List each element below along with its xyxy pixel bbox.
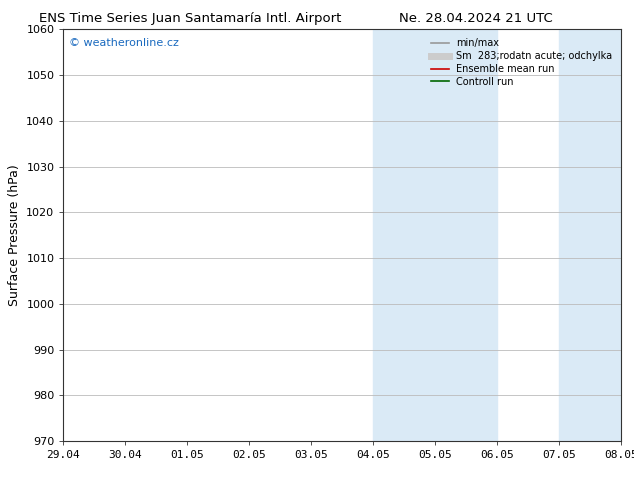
Bar (373, 29, 497, 441)
Text: © weatheronline.cz: © weatheronline.cz (69, 38, 179, 48)
Text: ENS Time Series Juan Santamaría Intl. Airport: ENS Time Series Juan Santamaría Intl. Ai… (39, 12, 341, 25)
Y-axis label: Surface Pressure (hPa): Surface Pressure (hPa) (8, 164, 21, 306)
Text: Ne. 28.04.2024 21 UTC: Ne. 28.04.2024 21 UTC (399, 12, 552, 25)
Bar (559, 29, 621, 441)
Legend: min/max, Sm  283;rodatn acute; odchylka, Ensemble mean run, Controll run: min/max, Sm 283;rodatn acute; odchylka, … (427, 34, 616, 91)
